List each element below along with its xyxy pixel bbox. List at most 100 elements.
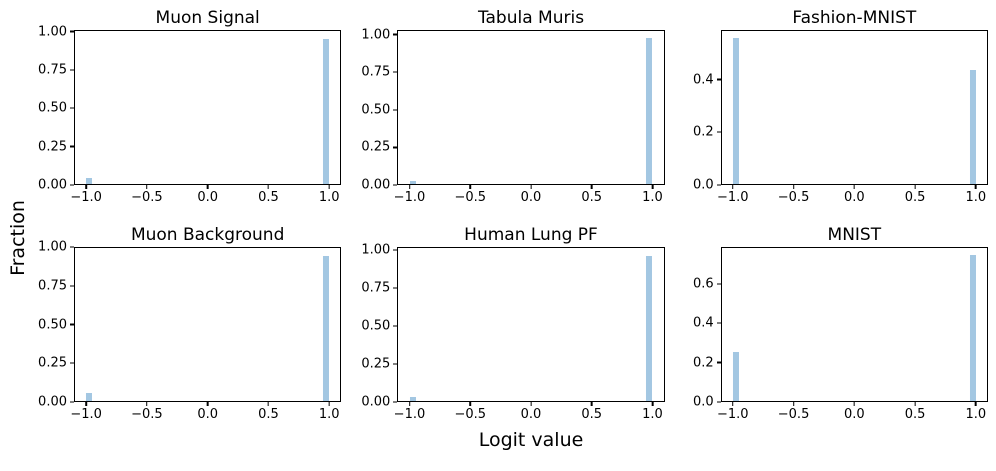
y-tick-label: 0.2 — [692, 355, 714, 371]
tick-mark — [393, 184, 398, 186]
tick-mark — [328, 402, 330, 406]
x-tick-label: −0.5 — [454, 407, 487, 422]
y-tick-label: 0.50 — [361, 318, 391, 334]
y-tick-label: 1.00 — [38, 24, 67, 40]
tick-mark — [267, 185, 270, 189]
x-tick: 0.5 — [905, 402, 925, 422]
tick-mark — [716, 78, 721, 81]
y-tick-label: 0.75 — [38, 62, 67, 78]
subplot-title: Muon Signal — [155, 8, 260, 28]
tick-mark — [70, 401, 74, 403]
x-axis: −1.0 −0.5 0.0 0.5 1.0 — [394, 402, 664, 424]
x-tick: 1.0 — [319, 185, 340, 205]
y-tick: 0.4 — [693, 73, 721, 86]
y-tick-label: 1.00 — [361, 27, 391, 43]
figure-x-axis-label: Logit value — [478, 429, 584, 451]
tick-mark — [70, 30, 74, 33]
histogram-bar — [733, 352, 740, 401]
x-tick: −0.5 — [454, 185, 486, 205]
y-tick: 1.00 — [361, 242, 398, 258]
subplot-tabula-muris: Tabula Muris 0.00 0.25 0.50 0.75 1.00 −1.0 −0.5… — [349, 6, 665, 207]
y-tick-label: 0.75 — [361, 64, 391, 80]
y-tick-label: 0.25 — [361, 356, 391, 372]
y-tick-label: 0.25 — [38, 355, 67, 371]
x-tick: −0.5 — [131, 185, 163, 205]
x-tick: −1.0 — [394, 185, 425, 205]
tick-mark — [146, 402, 148, 406]
y-axis: 0.00 0.25 0.50 0.75 1.00 — [349, 27, 398, 192]
x-tick-label: −1.0 — [717, 190, 749, 205]
x-axis: −1.0 −0.5 0.0 0.5 1.0 — [70, 402, 341, 424]
x-tick-label: −0.5 — [777, 190, 810, 205]
plot-area — [74, 30, 342, 185]
y-tick: 0.25 — [38, 140, 74, 153]
tick-mark — [651, 402, 654, 406]
x-tick: −1.0 — [717, 185, 749, 205]
y-tick: 0.2 — [693, 126, 721, 139]
x-tick-label: 0.5 — [581, 407, 603, 422]
x-tick: 0.5 — [581, 185, 602, 205]
y-tick-label: 0.0 — [692, 177, 714, 193]
tick-mark — [530, 185, 532, 189]
x-tick-label: 0.0 — [197, 190, 218, 205]
tick-mark — [408, 402, 411, 406]
tick-mark — [393, 325, 398, 327]
tick-mark — [393, 401, 398, 403]
x-tick-label: 0.0 — [520, 407, 542, 422]
x-tick-label: 1.0 — [318, 407, 340, 422]
y-tick-label: 0.00 — [361, 177, 391, 193]
y-tick-label: 0.4 — [692, 72, 714, 88]
y-tick: 0.50 — [361, 103, 398, 116]
x-tick: 0.0 — [521, 185, 541, 205]
x-tick: 1.0 — [642, 185, 663, 205]
tick-mark — [716, 184, 721, 186]
tick-mark — [469, 185, 471, 189]
y-tick-label: 1.00 — [361, 242, 391, 258]
x-tick-label: 0.5 — [904, 190, 926, 205]
y-tick: 0.25 — [38, 357, 74, 370]
tick-mark — [853, 402, 856, 406]
plot-area — [720, 30, 988, 185]
x-tick-label: 0.0 — [197, 407, 218, 422]
y-tick: 0.4 — [693, 317, 721, 330]
tick-mark — [393, 146, 398, 149]
x-tick: −1.0 — [70, 402, 102, 422]
x-tick: −1.0 — [394, 402, 425, 422]
tick-mark — [70, 69, 74, 71]
tick-mark — [914, 402, 916, 406]
y-tick-label: 0.6 — [692, 276, 714, 292]
tick-mark — [716, 361, 721, 364]
x-tick-label: −0.5 — [131, 190, 163, 205]
y-tick: 0.75 — [38, 279, 74, 292]
y-tick-label: 0.75 — [38, 278, 67, 294]
x-axis: −1.0 −0.5 0.0 0.5 1.0 — [717, 402, 988, 424]
tick-mark — [85, 185, 87, 189]
y-tick-label: 0.75 — [361, 280, 391, 296]
y-tick: 0.75 — [361, 280, 398, 296]
tick-mark — [853, 185, 856, 189]
y-tick-label: 0.00 — [38, 177, 67, 193]
tick-mark — [393, 33, 398, 36]
y-tick-label: 0.2 — [692, 124, 714, 140]
y-tick: 0.25 — [361, 356, 398, 372]
histogram-bar — [409, 396, 416, 401]
tick-mark — [792, 185, 795, 189]
y-tick: 0.50 — [361, 318, 398, 334]
y-tick: 0.75 — [38, 63, 74, 76]
subplot-grid: Muon Signal 0.00 0.25 0.50 0.75 1.00 −1.0 −0.5 0… — [26, 6, 988, 424]
y-tick: 0.0 — [693, 179, 721, 192]
x-tick-label: 0.5 — [258, 190, 279, 205]
tick-mark — [70, 246, 74, 248]
tick-mark — [70, 323, 74, 326]
y-tick-label: 0.25 — [38, 139, 67, 155]
histogram-bar — [646, 38, 653, 184]
tick-mark — [85, 402, 87, 406]
y-tick: 0.0 — [693, 396, 721, 409]
x-tick: −1.0 — [70, 185, 102, 205]
x-tick-label: 1.0 — [642, 407, 663, 422]
x-axis: −1.0 −0.5 0.0 0.5 1.0 — [70, 185, 341, 207]
y-axis: 0.0 0.2 0.4 0.6 — [673, 247, 721, 409]
y-tick-label: 0.50 — [38, 317, 67, 332]
tick-mark — [393, 109, 398, 111]
